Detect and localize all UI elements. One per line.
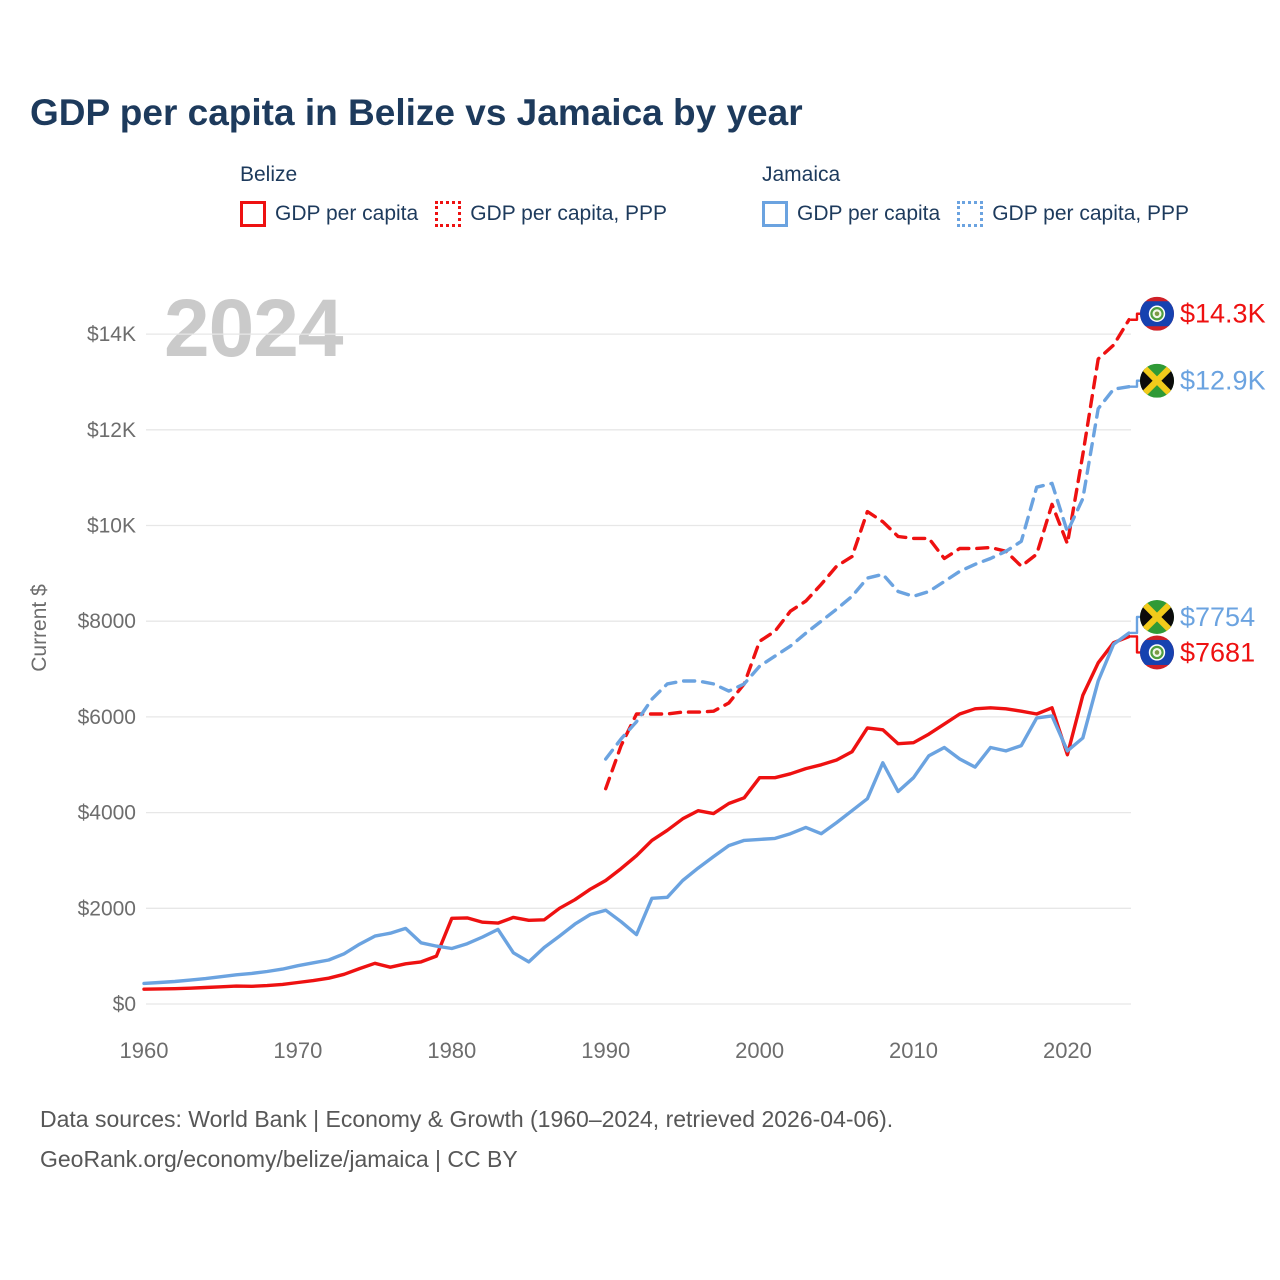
end-value-label-belize-ppp: $14.3K — [1180, 299, 1266, 329]
legend-item-label: GDP per capita, PPP — [470, 202, 668, 225]
x-tick-label: 1980 — [427, 1038, 476, 1063]
dotted-line-swatch-icon — [957, 201, 984, 227]
x-tick-label: 2000 — [735, 1038, 784, 1063]
legend-item-jamaica-ppp[interactable]: GDP per capita, PPP — [957, 201, 1189, 227]
legend-item-belize-ppp[interactable]: GDP per capita, PPP — [435, 201, 667, 227]
footer-attribution: GeoRank.org/economy/belize/jamaica | CC … — [40, 1146, 518, 1172]
end-value-label-belize-gdp: $7681 — [1180, 637, 1255, 667]
belize-flag-icon — [1140, 296, 1174, 331]
y-tick-label: $8000 — [78, 610, 136, 633]
legend-item-belize-gdp[interactable]: GDP per capita — [240, 201, 418, 227]
legend-item-label: GDP per capita, PPP — [992, 202, 1190, 225]
solid-line-swatch-icon — [762, 201, 788, 227]
jamaica-flag-icon — [1140, 599, 1174, 634]
watermark-year: 2024 — [164, 283, 343, 374]
series-line-jamaica-gdp-per-capita-ppp — [604, 385, 1131, 761]
series-line-belize-gdp-per-capita — [142, 634, 1131, 991]
legend-item-label: GDP per capita — [275, 202, 419, 225]
footer-sources: Data sources: World Bank | Economy & Gro… — [40, 1106, 894, 1132]
y-tick-label: $4000 — [78, 802, 136, 825]
belize-flag-icon — [1140, 635, 1174, 670]
y-tick-label: $10K — [87, 515, 136, 538]
legend-items-row: GDP per capita GDP per capita, PPP — [240, 201, 667, 227]
legend-item-jamaica-gdp[interactable]: GDP per capita — [762, 201, 940, 227]
legend-group-label: Jamaica — [762, 163, 841, 186]
end-value-label-jamaica-gdp: $7754 — [1180, 602, 1255, 632]
y-axis-title: Current $ — [28, 584, 51, 672]
dotted-line-swatch-icon — [435, 201, 462, 227]
y-tick-label: $0 — [113, 993, 136, 1016]
x-tick-label: 1990 — [581, 1038, 630, 1063]
x-tick-label: 2010 — [889, 1038, 938, 1063]
x-tick-label: 1960 — [120, 1038, 169, 1063]
legend-group-belize: Belize GDP per capita GDP per capita, PPP — [240, 163, 667, 227]
y-tick-label: $12K — [87, 419, 136, 442]
page-title: GDP per capita in Belize vs Jamaica by y… — [30, 92, 803, 133]
y-tick-label: $2000 — [78, 897, 136, 920]
legend-items-row: GDP per capita GDP per capita, PPP — [762, 201, 1189, 227]
x-tick-label: 1970 — [273, 1038, 322, 1063]
legend-group-jamaica: Jamaica GDP per capita GDP per capita, PPP — [762, 163, 1189, 227]
series-line-belize-gdp-per-capita-ppp — [604, 318, 1131, 791]
legend-group-label: Belize — [240, 163, 298, 186]
y-tick-label: $14K — [87, 323, 136, 346]
x-tick-label: 2020 — [1043, 1038, 1092, 1063]
series-line-jamaica-gdp-per-capita — [142, 631, 1131, 986]
legend-item-label: GDP per capita — [797, 202, 941, 225]
jamaica-flag-icon — [1140, 363, 1174, 398]
solid-line-swatch-icon — [240, 201, 266, 227]
end-value-label-jamaica-ppp: $12.9K — [1180, 366, 1266, 396]
y-tick-label: $6000 — [78, 706, 136, 729]
